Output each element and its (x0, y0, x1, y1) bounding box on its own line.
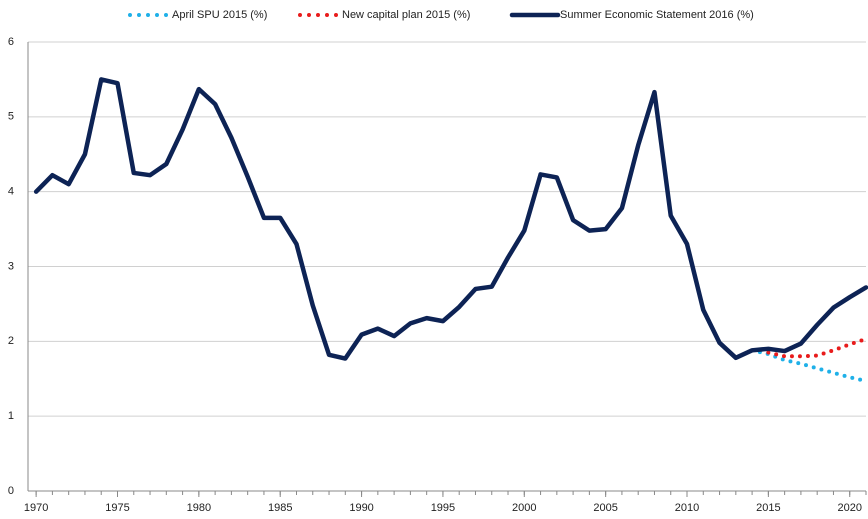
x-tick-label: 2015 (756, 502, 780, 514)
x-tick-label: 1980 (187, 502, 211, 514)
x-tick-label: 1985 (268, 502, 292, 514)
series-line (33, 77, 868, 361)
legend-label: April SPU 2015 (%) (172, 9, 267, 21)
x-tick-label: 1995 (431, 502, 455, 514)
x-tick-label: 2005 (593, 502, 617, 514)
y-tick-label: 1 (8, 410, 14, 422)
x-tick-label: 1975 (105, 502, 129, 514)
x-tick-label: 2000 (512, 502, 536, 514)
series-line (766, 337, 868, 359)
y-tick-label: 2 (8, 335, 14, 347)
y-tick-label: 3 (8, 260, 14, 272)
x-tick-label: 1970 (24, 502, 48, 514)
y-tick-label: 0 (8, 485, 14, 497)
x-tick-label: 1990 (349, 502, 373, 514)
y-tick-label: 4 (8, 186, 14, 198)
y-tick-label: 5 (8, 111, 14, 123)
legend-label: New capital plan 2015 (%) (342, 9, 470, 21)
y-tick-label: 6 (8, 36, 14, 48)
legend-label: Summer Economic Statement 2016 (%) (560, 9, 754, 21)
x-tick-label: 2020 (837, 502, 861, 514)
x-tick-label: 2010 (675, 502, 699, 514)
